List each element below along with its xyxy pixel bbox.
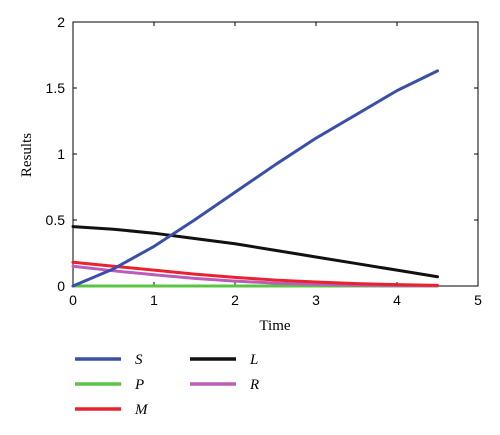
legend-label-s: S (135, 352, 143, 368)
x-tick-label: 2 (231, 292, 239, 308)
x-tick-label: 5 (474, 292, 482, 308)
plot-area: 0 1 2 3 4 5 0 0.5 1 1.5 2 (46, 14, 483, 308)
legend-label-m: M (134, 402, 149, 418)
x-tick-label: 0 (69, 292, 77, 308)
y-tick-label: 0.5 (46, 212, 66, 228)
series-line-s (71, 69, 439, 288)
x-tick-label: 1 (150, 292, 158, 308)
y-axis-label: Results (19, 133, 35, 177)
x-tick-label: 3 (312, 292, 320, 308)
series-line-l (71, 225, 439, 279)
x-tick-label: 4 (393, 292, 401, 308)
legend-label-l: L (249, 352, 258, 368)
x-axis-label: Time (259, 318, 290, 334)
series-line-m (71, 260, 439, 287)
legend-label-p: P (134, 377, 144, 393)
plot-frame (72, 21, 479, 287)
y-tick-label: 1.5 (46, 80, 66, 96)
legend-label-r: R (249, 377, 259, 393)
y-tick-label: 2 (57, 14, 65, 30)
legend: SPM LR (75, 352, 259, 418)
y-tick-label: 1 (57, 146, 65, 162)
y-tick-label: 0 (57, 278, 65, 294)
